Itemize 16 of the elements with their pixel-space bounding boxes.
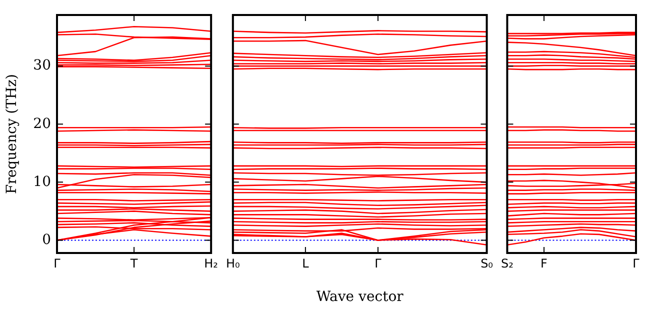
x-tick-label: T: [129, 256, 138, 270]
y-tick-label: 0: [42, 232, 51, 248]
x-tick-label: L: [302, 256, 310, 270]
x-tick-label: S₂: [500, 256, 514, 270]
x-axis-title: Wave vector: [316, 289, 404, 306]
y-tick-label: 30: [33, 58, 51, 74]
x-tick-label: H₀: [226, 256, 240, 270]
x-tick-label: Γ: [54, 256, 61, 270]
x-tick-label: Γ: [374, 256, 382, 270]
x-tick-label: Γ: [632, 256, 640, 270]
x-tick-label: F: [540, 256, 548, 270]
y-axis-title: Frequency (THz): [4, 74, 20, 194]
x-tick-label: H₂: [204, 256, 218, 270]
y-tick-label: 20: [33, 116, 51, 132]
x-tick-label: S₀: [480, 256, 494, 270]
y-tick-label: 10: [33, 174, 51, 190]
